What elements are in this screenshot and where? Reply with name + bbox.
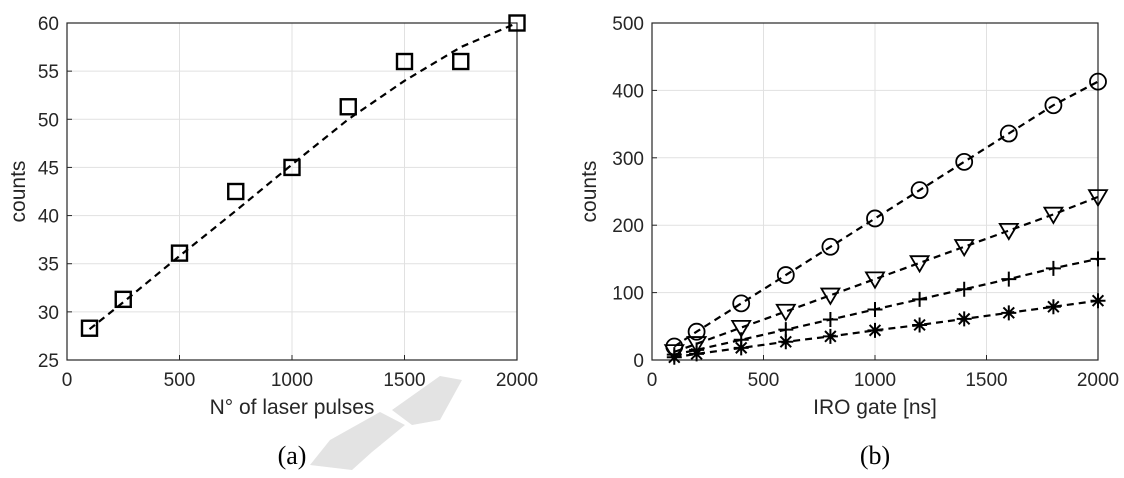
data-point-triangle-down — [864, 271, 886, 290]
data-point-square — [80, 319, 99, 337]
y-tick-label: 55 — [38, 62, 59, 83]
data-point-square — [283, 158, 301, 177]
data-point-triangle-down — [775, 303, 797, 322]
data-point-plus — [956, 281, 972, 297]
x-tick-label: 1500 — [965, 370, 1007, 391]
x-tick-label: 1000 — [271, 370, 313, 391]
data-point-plus — [1090, 251, 1106, 267]
y-tick-label: 25 — [38, 351, 59, 372]
data-point-square — [452, 52, 470, 71]
fit-line-asterisk — [674, 299, 1099, 359]
y-tick-label: 300 — [612, 149, 644, 170]
y-axis-label-a: counts — [7, 161, 30, 223]
x-ticks-a: 0 500 1000 1500 2000 — [62, 355, 538, 391]
x-axis-label-a: N° of laser pulses — [210, 396, 375, 419]
y-tick-label: 50 — [38, 110, 59, 131]
data-point-circle — [955, 152, 974, 171]
data-point-asterisk — [822, 328, 838, 344]
grid-a — [66, 22, 518, 361]
data-point-circle — [1089, 72, 1107, 91]
y-tick-label: 200 — [612, 216, 644, 237]
data-point-square — [339, 98, 357, 116]
data-point-triangle-down — [953, 239, 975, 258]
data-point-circle — [910, 181, 929, 200]
y-tick-label: 0 — [633, 351, 644, 372]
x-tick-label: 500 — [748, 370, 780, 391]
x-axis-label-b: IRO gate [ns] — [813, 396, 937, 419]
data-point-asterisk — [1090, 293, 1106, 309]
y-tick-label: 60 — [38, 14, 59, 35]
y-ticks-a: 25 30 35 40 45 50 55 60 — [38, 14, 72, 372]
data-point-asterisk — [1045, 299, 1061, 315]
data-point-triangle-down — [1087, 189, 1109, 208]
data-point-triangle-down — [730, 319, 752, 338]
x-tick-label: 2000 — [1077, 370, 1119, 391]
data-point-asterisk — [666, 349, 682, 365]
x-ticks-b: 0 500 1000 1500 2000 — [647, 355, 1119, 391]
data-point-plus — [912, 291, 928, 307]
data-point-circle — [1044, 96, 1063, 115]
data-point-triangle-down — [1042, 206, 1064, 225]
data-point-square — [170, 244, 189, 262]
chart-panel-b: 0 500 1000 1500 2000 0 100 200 300 400 500 IRO ga… — [578, 14, 1119, 470]
data-point-square — [227, 182, 245, 201]
data-point-asterisk — [956, 311, 972, 327]
data-point-plus — [822, 312, 838, 328]
data-point-square — [114, 290, 132, 309]
y-axis-label-b: counts — [578, 161, 601, 223]
data-point-triangle-down — [686, 336, 708, 355]
data-point-asterisk — [778, 334, 794, 350]
y-tick-label: 400 — [612, 81, 644, 102]
x-tick-label: 2000 — [496, 370, 538, 391]
fit-line-square — [88, 21, 518, 331]
y-tick-label: 30 — [38, 303, 59, 324]
data-point-asterisk — [1001, 305, 1017, 321]
data-point-circle — [687, 322, 706, 341]
series-a — [80, 14, 526, 337]
y-tick-label: 500 — [612, 14, 644, 35]
fit-line-circle — [673, 80, 1099, 348]
data-point-asterisk — [733, 340, 749, 356]
data-point-asterisk — [689, 346, 705, 362]
data-point-triangle-down — [998, 222, 1020, 241]
data-point-square — [508, 14, 526, 32]
series-b — [663, 72, 1109, 365]
data-point-plus — [1045, 260, 1061, 276]
x-tick-label: 1500 — [383, 370, 425, 391]
y-ticks-b: 0 100 200 300 400 500 — [612, 14, 657, 372]
y-tick-label: 40 — [38, 207, 59, 228]
data-point-asterisk — [867, 322, 883, 338]
data-point-triangle-down — [819, 287, 841, 306]
data-point-circle — [866, 209, 884, 228]
watermark-shape — [310, 376, 462, 470]
panel-label-b: (b) — [860, 441, 890, 470]
data-point-circle — [776, 266, 795, 284]
data-point-square — [395, 52, 414, 71]
data-point-plus — [867, 301, 883, 317]
data-point-plus — [1001, 271, 1017, 287]
y-tick-label: 45 — [38, 158, 59, 179]
y-tick-label: 35 — [38, 255, 59, 276]
chart-panel-a: 0 500 1000 1500 2000 25 30 35 40 45 50 55 60 N° of … — [7, 14, 538, 470]
y-tick-label: 100 — [612, 284, 644, 305]
data-point-circle — [732, 294, 751, 313]
x-tick-label: 1000 — [854, 370, 896, 391]
data-point-circle — [999, 124, 1018, 143]
x-tick-label: 0 — [62, 370, 73, 391]
x-tick-label: 0 — [647, 370, 658, 391]
fit-line-triangle-down — [673, 195, 1099, 353]
data-point-triangle-down — [909, 255, 931, 274]
x-tick-label: 500 — [164, 370, 196, 391]
data-point-asterisk — [912, 317, 928, 333]
panel-label-a: (a) — [278, 441, 307, 470]
data-point-circle — [821, 237, 840, 256]
